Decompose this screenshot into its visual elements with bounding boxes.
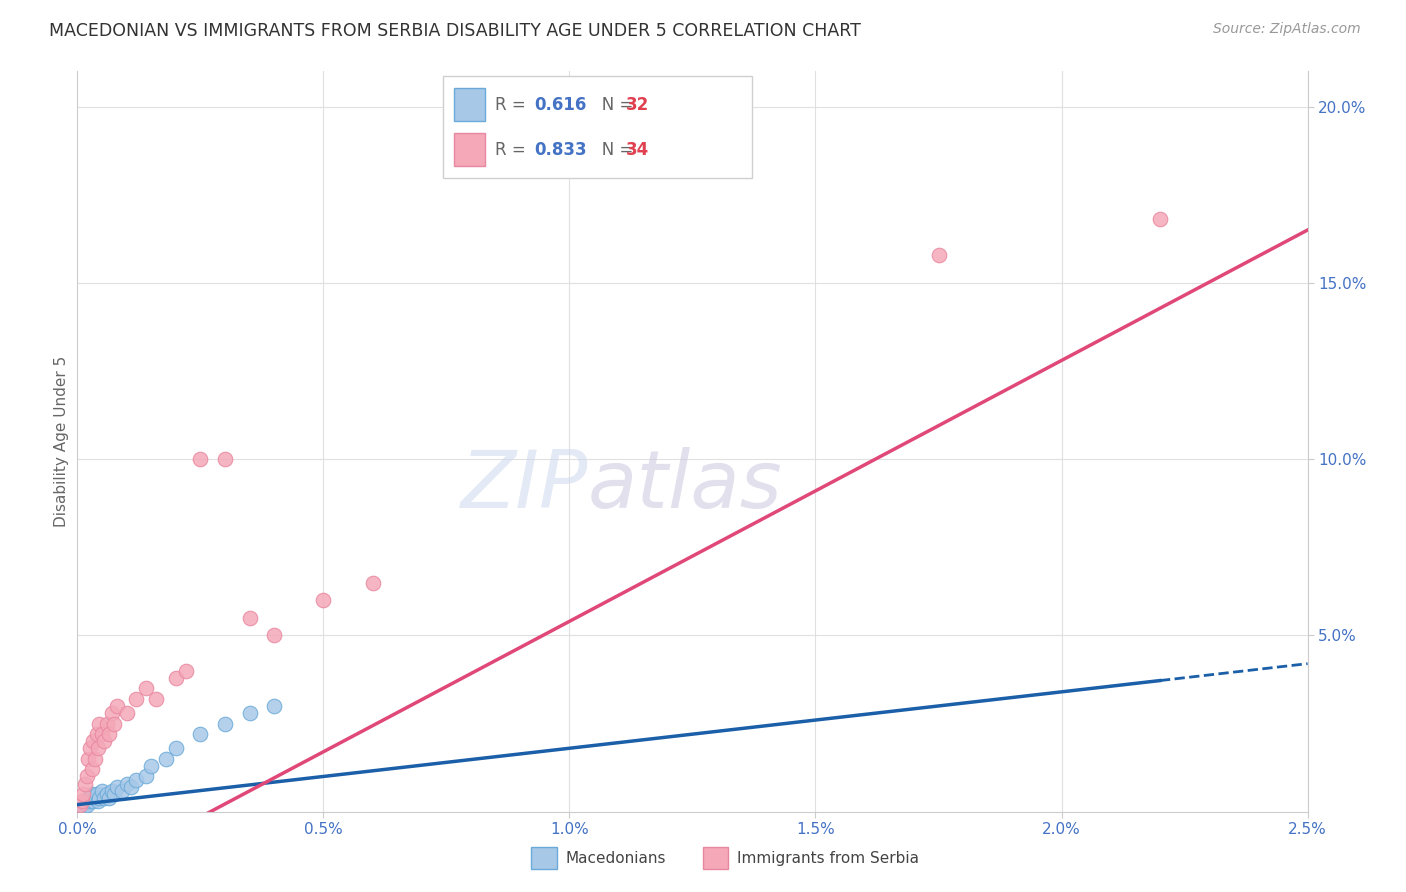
Point bbox=[103, 787, 125, 801]
Text: Macedonians: Macedonians bbox=[565, 851, 665, 865]
Point bbox=[98, 790, 121, 805]
Point bbox=[101, 783, 124, 797]
Point bbox=[73, 776, 96, 790]
Point bbox=[115, 706, 138, 720]
Point bbox=[165, 741, 187, 756]
Point bbox=[82, 734, 104, 748]
Point bbox=[77, 752, 100, 766]
Point bbox=[83, 752, 105, 766]
Point bbox=[77, 790, 100, 805]
Point bbox=[115, 776, 138, 790]
Point bbox=[86, 727, 108, 741]
Text: N =: N = bbox=[586, 141, 638, 159]
Y-axis label: Disability Age Under 5: Disability Age Under 5 bbox=[53, 356, 69, 527]
Text: 34: 34 bbox=[626, 141, 650, 159]
Point bbox=[89, 790, 111, 805]
Point bbox=[135, 769, 157, 783]
Point bbox=[86, 787, 108, 801]
Text: R =: R = bbox=[495, 141, 531, 159]
Point bbox=[361, 575, 384, 590]
Point bbox=[111, 783, 132, 797]
Point bbox=[70, 794, 93, 808]
Point bbox=[69, 797, 91, 812]
Point bbox=[96, 716, 118, 731]
Point bbox=[214, 716, 236, 731]
Text: N =: N = bbox=[586, 95, 638, 113]
Point bbox=[72, 787, 94, 801]
Point bbox=[125, 772, 148, 787]
Text: Immigrants from Serbia: Immigrants from Serbia bbox=[737, 851, 918, 865]
Point bbox=[105, 780, 128, 794]
Text: R =: R = bbox=[495, 95, 531, 113]
Point bbox=[101, 706, 124, 720]
Point bbox=[239, 611, 262, 625]
Point bbox=[1149, 212, 1171, 227]
Point bbox=[82, 763, 104, 777]
Point bbox=[72, 801, 94, 815]
Point bbox=[83, 790, 105, 805]
Point bbox=[174, 664, 197, 678]
Point bbox=[98, 727, 121, 741]
Point bbox=[103, 716, 125, 731]
Point bbox=[79, 741, 101, 756]
Text: Source: ZipAtlas.com: Source: ZipAtlas.com bbox=[1213, 22, 1361, 37]
Point bbox=[263, 698, 285, 713]
Text: ZIP: ZIP bbox=[461, 447, 588, 525]
Point bbox=[82, 787, 104, 801]
Point bbox=[125, 692, 148, 706]
Point bbox=[96, 787, 118, 801]
Text: 0.616: 0.616 bbox=[534, 95, 586, 113]
Point bbox=[90, 783, 114, 797]
Point bbox=[82, 794, 104, 808]
Point bbox=[70, 797, 93, 812]
Point bbox=[141, 759, 163, 773]
Point bbox=[188, 452, 212, 467]
Point bbox=[87, 741, 110, 756]
Point bbox=[76, 797, 98, 812]
Point bbox=[87, 794, 110, 808]
Point bbox=[73, 794, 96, 808]
Point bbox=[312, 593, 335, 607]
Point bbox=[214, 452, 236, 467]
Point bbox=[928, 248, 950, 262]
Point bbox=[76, 769, 98, 783]
Point bbox=[165, 671, 187, 685]
Text: 32: 32 bbox=[626, 95, 650, 113]
Text: MACEDONIAN VS IMMIGRANTS FROM SERBIA DISABILITY AGE UNDER 5 CORRELATION CHART: MACEDONIAN VS IMMIGRANTS FROM SERBIA DIS… bbox=[49, 22, 860, 40]
Point bbox=[239, 706, 262, 720]
Point bbox=[90, 727, 114, 741]
Point bbox=[188, 727, 212, 741]
Point bbox=[93, 734, 115, 748]
Text: 0.833: 0.833 bbox=[534, 141, 586, 159]
Point bbox=[93, 790, 115, 805]
Point bbox=[155, 752, 177, 766]
Point bbox=[89, 716, 111, 731]
Point bbox=[79, 794, 101, 808]
Text: atlas: atlas bbox=[588, 447, 783, 525]
Point bbox=[69, 801, 91, 815]
Point bbox=[105, 698, 128, 713]
Point bbox=[263, 628, 285, 642]
Point bbox=[121, 780, 143, 794]
Point bbox=[135, 681, 157, 696]
Point bbox=[145, 692, 167, 706]
